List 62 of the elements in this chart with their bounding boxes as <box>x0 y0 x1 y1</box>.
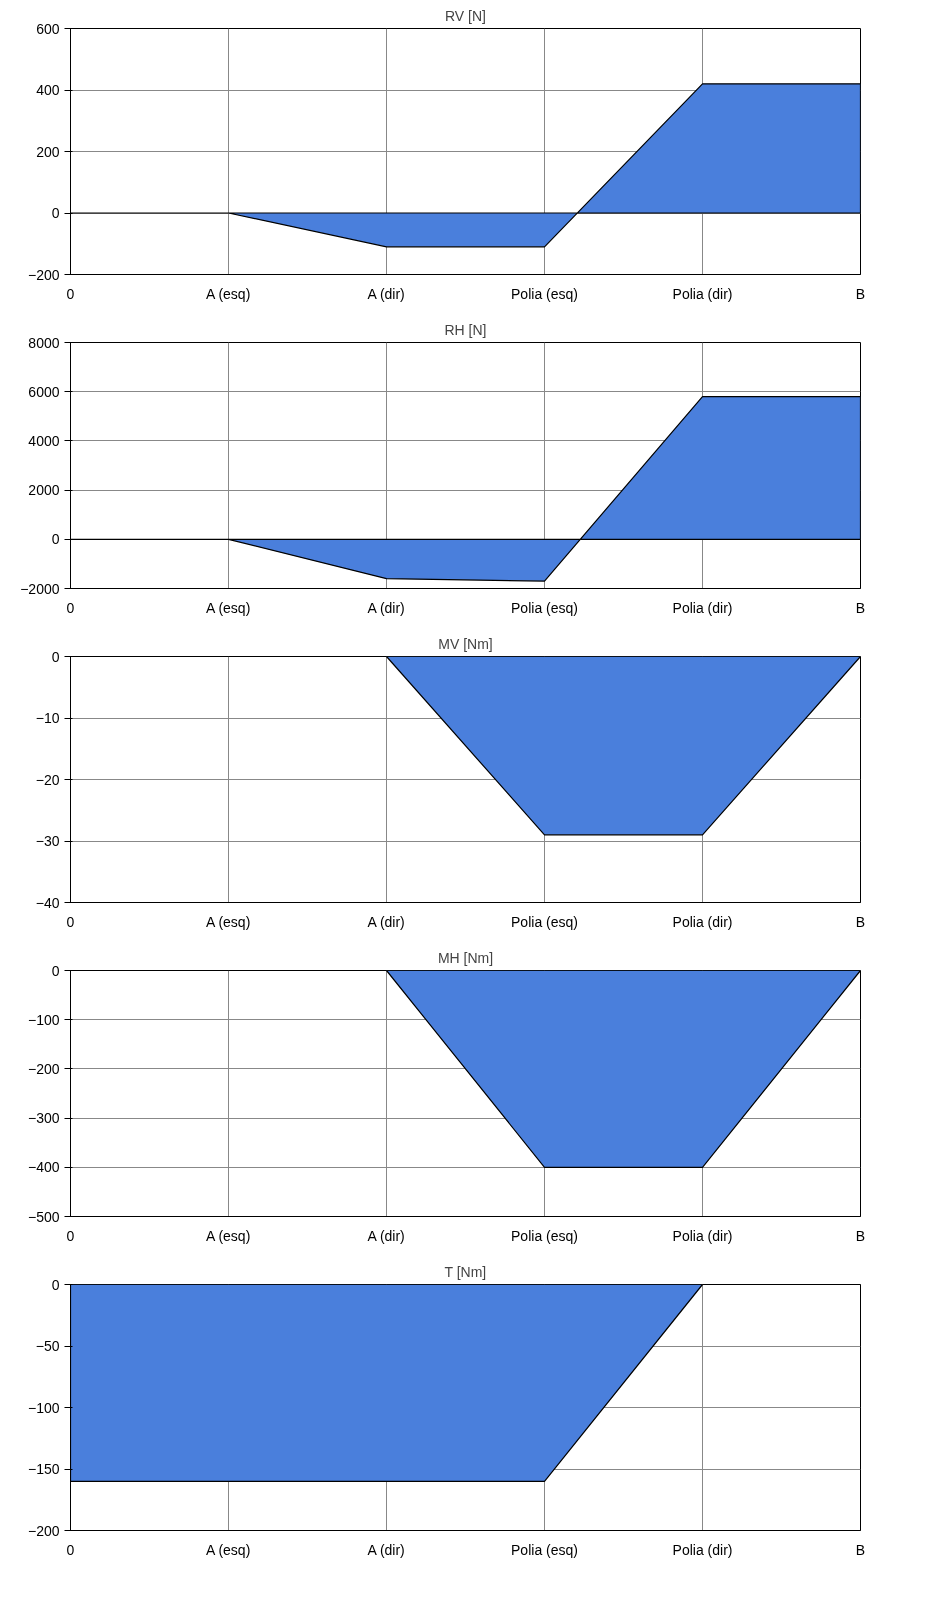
y-tick-label: −40 <box>35 894 60 911</box>
y-tick-label: −300 <box>27 1110 60 1127</box>
x-tick-label: B <box>855 1227 866 1244</box>
x-tick-label: 0 <box>66 913 75 930</box>
y-tick-label: −100 <box>27 1399 60 1416</box>
y-tick-label: −100 <box>27 1011 60 1028</box>
chart-title: RH [N] <box>444 321 487 338</box>
x-tick-label: A (dir) <box>367 913 405 930</box>
chart-title: MH [Nm] <box>437 949 494 966</box>
y-tick-label: 2000 <box>28 482 60 499</box>
x-tick-label: 0 <box>66 285 75 302</box>
x-tick-label: B <box>855 599 866 616</box>
y-tick-label: −200 <box>27 266 60 283</box>
y-tick-label: 4000 <box>28 432 60 449</box>
chart-title: T [Nm] <box>444 1263 487 1280</box>
x-tick-label: A (esq) <box>205 1541 251 1558</box>
y-tick-label: −10 <box>35 710 60 726</box>
x-tick-label: Polia (dir) <box>672 913 733 930</box>
y-tick-label: −2000 <box>20 580 60 597</box>
x-tick-label: A (esq) <box>205 913 251 930</box>
x-tick-label: Polia (esq) <box>511 599 578 616</box>
x-tick-label: Polia (dir) <box>672 285 733 302</box>
x-tick-label: B <box>855 913 866 930</box>
y-tick-label: 0 <box>51 962 60 979</box>
x-tick-label: Polia (dir) <box>672 1541 733 1558</box>
y-tick-label: −20 <box>35 771 60 788</box>
x-tick-label: A (esq) <box>205 1227 251 1244</box>
y-tick-label: 6000 <box>28 383 60 400</box>
x-tick-label: A (dir) <box>367 599 405 616</box>
y-tick-label: −50 <box>35 1338 60 1354</box>
y-tick-label: 0 <box>51 531 60 548</box>
y-tick-label: −400 <box>27 1159 60 1176</box>
x-tick-label: 0 <box>66 599 75 616</box>
x-tick-label: Polia (dir) <box>672 1227 733 1244</box>
chart-title: MV [Nm] <box>438 635 493 652</box>
x-tick-label: A (dir) <box>367 285 405 302</box>
x-tick-label: A (esq) <box>205 285 251 302</box>
y-tick-label: 0 <box>51 1276 60 1293</box>
y-tick-label: −200 <box>27 1060 60 1077</box>
x-tick-label: Polia (esq) <box>511 1227 578 1244</box>
chart-title: RV [N] <box>445 7 486 24</box>
x-tick-label: A (esq) <box>205 599 251 616</box>
x-tick-label: 0 <box>66 1541 75 1558</box>
x-tick-label: Polia (esq) <box>511 913 578 930</box>
y-tick-label: 600 <box>36 20 60 37</box>
x-tick-label: 0 <box>66 1227 75 1244</box>
x-tick-label: A (dir) <box>367 1541 405 1558</box>
y-tick-label: 0 <box>51 205 60 221</box>
y-tick-label: 0 <box>51 648 60 665</box>
y-tick-label: −150 <box>27 1461 60 1477</box>
y-tick-label: 400 <box>36 82 60 98</box>
y-tick-label: 8000 <box>28 334 60 351</box>
x-tick-label: Polia (esq) <box>511 285 578 302</box>
x-tick-label: Polia (dir) <box>672 599 733 616</box>
x-tick-label: B <box>855 1541 866 1558</box>
y-tick-label: 200 <box>36 143 60 160</box>
y-tick-label: −500 <box>27 1208 60 1225</box>
x-tick-label: A (dir) <box>367 1227 405 1244</box>
y-tick-label: −200 <box>27 1522 60 1539</box>
y-tick-label: −30 <box>35 833 60 849</box>
x-tick-label: Polia (esq) <box>511 1541 578 1558</box>
x-tick-label: B <box>855 285 866 302</box>
